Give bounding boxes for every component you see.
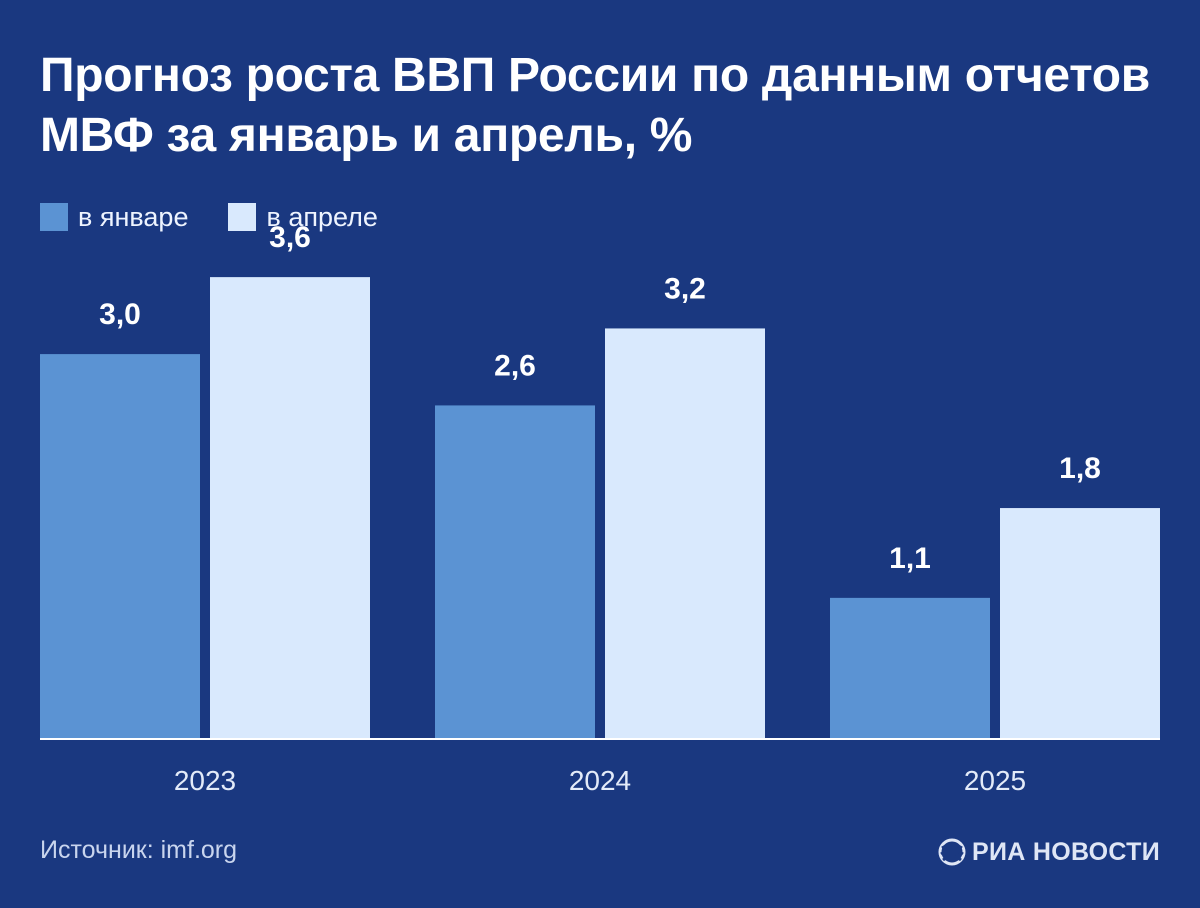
legend-label-january: в январе — [78, 201, 189, 232]
bar-january-2025 — [830, 597, 990, 739]
x-tick-label-2023: 2023 — [174, 765, 236, 796]
legend: в январе в апреле — [40, 200, 418, 234]
data-label-january-2025: 1,1 — [889, 542, 931, 575]
chart-title: Прогноз роста ВВП России по данным отчет… — [40, 49, 1150, 162]
legend-label-april: в апреле — [266, 201, 378, 232]
data-label-april-2025: 1,8 — [1059, 452, 1101, 485]
bar-april-2024 — [605, 328, 765, 739]
legend-item-january: в январе — [40, 202, 188, 233]
ria-logo-icon — [938, 838, 966, 866]
ria-logo: РИА НОВОСТИ — [938, 836, 1160, 868]
x-tick-label-2025: 2025 — [964, 765, 1026, 796]
legend-item-april: в апреле — [228, 201, 378, 233]
data-label-january-2023: 3,0 — [99, 298, 141, 331]
x-tick-label-2024: 2024 — [569, 765, 631, 796]
ria-logo-text: РИА НОВОСТИ — [972, 837, 1160, 866]
bar-january-2023 — [40, 354, 200, 739]
legend-swatch-april — [228, 203, 257, 231]
legend-swatch-january — [40, 203, 68, 231]
data-label-april-2023: 3,6 — [269, 221, 311, 254]
source-note: Источник: imf.org — [40, 836, 238, 864]
bar-january-2024 — [435, 405, 595, 739]
bar-april-2023 — [210, 277, 370, 739]
bar-april-2025 — [1000, 508, 1160, 739]
data-label-april-2024: 3,2 — [664, 272, 706, 305]
data-label-january-2024: 2,6 — [494, 349, 536, 382]
